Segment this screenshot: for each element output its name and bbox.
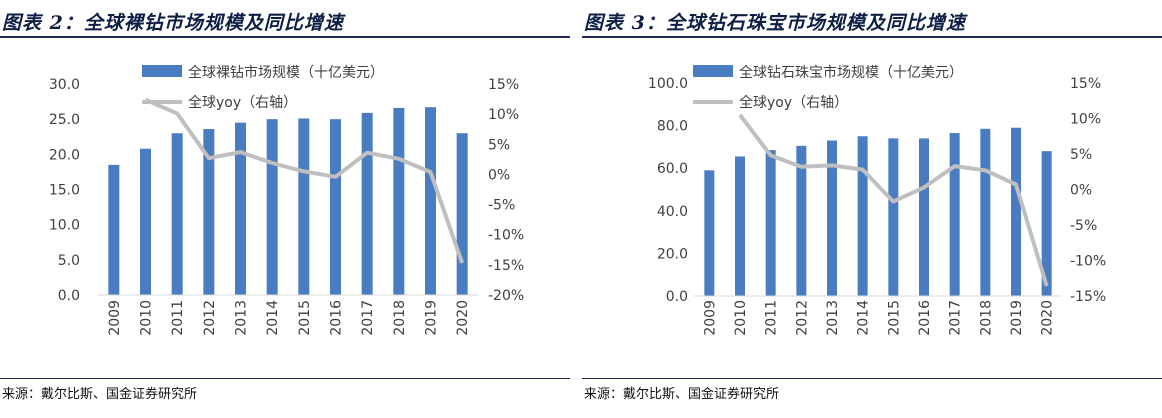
- y-left-tick-label: 15.0: [49, 183, 80, 199]
- source-rule: [582, 378, 1162, 379]
- y-right-tick-label: 10%: [488, 107, 519, 123]
- y-left-tick-label: 10.0: [49, 218, 80, 234]
- y-left-tick-label: 20.0: [657, 246, 688, 262]
- y-left-tick-label: 100.0: [648, 76, 688, 92]
- y-left-tick-label: 30.0: [49, 77, 80, 93]
- y-right-tick-label: 0%: [488, 167, 510, 183]
- x-tick-label: 2013: [234, 300, 250, 336]
- y-left-tick-label: 25.0: [49, 112, 80, 128]
- x-tick-label: 2018: [392, 300, 408, 336]
- x-tick-label: 2011: [764, 300, 780, 336]
- bar: [796, 145, 807, 296]
- y-left-tick-label: 40.0: [657, 204, 688, 220]
- x-tick-label: 2009: [702, 300, 718, 336]
- bar: [949, 133, 960, 296]
- y-right-tick-label: 5%: [488, 137, 510, 153]
- y-right-tick-label: -5%: [1070, 218, 1097, 234]
- x-tick-label: 2010: [139, 300, 155, 336]
- legend-bar-swatch: [142, 65, 182, 77]
- y-right-tick-label: -20%: [488, 288, 524, 304]
- bar: [393, 107, 405, 295]
- bar: [203, 129, 215, 295]
- y-right-tick-label: -10%: [1070, 254, 1106, 270]
- x-tick-label: 2010: [733, 300, 749, 336]
- y-right-tick-label: 10%: [1070, 112, 1101, 128]
- x-tick-label: 2020: [1040, 300, 1056, 336]
- bar: [704, 170, 715, 296]
- source-note: 来源：戴尔比斯、国金证券研究所: [584, 387, 780, 402]
- x-tick-label: 2018: [978, 300, 994, 336]
- bar: [425, 107, 436, 296]
- legend-bar-label: 全球钻石珠宝市场规模（十亿美元）: [739, 64, 963, 81]
- bar: [235, 122, 246, 295]
- bar: [735, 156, 745, 296]
- x-tick-label: 2016: [329, 300, 345, 336]
- bar: [108, 164, 120, 295]
- x-tick-label: 2013: [825, 300, 841, 336]
- y-left-tick-label: 80.0: [657, 119, 688, 135]
- y-right-tick-label: 5%: [1070, 147, 1092, 163]
- legend-bar-swatch: [693, 65, 733, 77]
- bar: [361, 112, 373, 295]
- y-left-tick-label: 20.0: [49, 147, 80, 163]
- bar: [765, 150, 776, 296]
- combo-chart: 0.0 20.0 40.0 60.0 80.0 100.0 -15% -10% -5% 0% 5% 1…: [648, 64, 1106, 336]
- x-tick-label: 2014: [856, 300, 872, 336]
- figure-title: 图表 3：全球钻石珠宝市场规模及同比增速: [584, 12, 966, 34]
- x-tick-label: 2017: [360, 300, 376, 336]
- source-note: 来源：戴尔比斯、国金证券研究所: [2, 387, 198, 402]
- y-right-tick-label: -5%: [488, 198, 515, 214]
- title-rule: [582, 36, 1162, 38]
- y-right-tick-label: 15%: [488, 77, 519, 93]
- chart-panel-2: 图表 3：全球钻石珠宝市场规模及同比增速 0.0 20.0 40.0 60.0 80.0…: [582, 0, 1162, 418]
- yoy-line: [144, 97, 465, 264]
- y-left-tick-label: 5.0: [58, 253, 80, 269]
- bar: [266, 119, 278, 296]
- x-tick-label: 2015: [886, 300, 902, 336]
- legend-line-label: 全球yoy（右轴）: [739, 94, 848, 111]
- y-right-tick-label: -15%: [1070, 289, 1106, 305]
- bar: [456, 133, 468, 295]
- bar: [140, 148, 151, 295]
- legend-line-label: 全球yoy（右轴）: [188, 94, 297, 111]
- chart-panel-1: 图表 2：全球裸钻市场规模及同比增速 0.0 5.0 10.0 15.0 20.0 25.…: [0, 0, 570, 418]
- x-tick-label: 2015: [297, 300, 313, 336]
- x-tick-label: 2019: [424, 300, 440, 336]
- bar: [919, 138, 929, 296]
- yoy-line: [738, 113, 1049, 287]
- bar: [980, 128, 991, 296]
- bar: [1041, 151, 1052, 296]
- x-tick-label: 2014: [265, 300, 281, 336]
- y-left-tick-label: 0.0: [666, 289, 688, 305]
- y-left-tick-label: 60.0: [657, 161, 688, 177]
- bar: [857, 136, 868, 296]
- legend-bar-label: 全球裸钻市场规模（十亿美元）: [188, 64, 384, 81]
- bar: [298, 118, 310, 295]
- y-right-tick-label: 15%: [1070, 76, 1101, 92]
- y-right-tick-label: -15%: [488, 258, 524, 274]
- x-tick-label: 2020: [455, 300, 471, 336]
- source-rule: [0, 378, 570, 379]
- combo-chart: 0.0 5.0 10.0 15.0 20.0 25.0 30.0 -20% -15% -10% -5…: [49, 64, 524, 336]
- bar: [827, 140, 837, 296]
- x-tick-label: 2009: [107, 300, 123, 336]
- figure-title: 图表 2：全球裸钻市场规模及同比增速: [2, 12, 344, 34]
- x-tick-label: 2012: [794, 300, 810, 336]
- x-tick-label: 2016: [917, 300, 933, 336]
- bar: [888, 138, 899, 296]
- y-left-tick-label: 0.0: [58, 288, 80, 304]
- y-right-tick-label: -10%: [488, 228, 524, 244]
- bar: [171, 133, 183, 295]
- x-tick-label: 2017: [948, 300, 964, 336]
- x-tick-label: 2019: [1009, 300, 1025, 336]
- x-tick-label: 2012: [202, 300, 218, 336]
- y-right-tick-label: 0%: [1070, 183, 1092, 199]
- bar: [330, 119, 341, 296]
- title-rule: [0, 36, 570, 38]
- x-tick-label: 2011: [170, 300, 186, 336]
- bar: [1011, 127, 1021, 296]
